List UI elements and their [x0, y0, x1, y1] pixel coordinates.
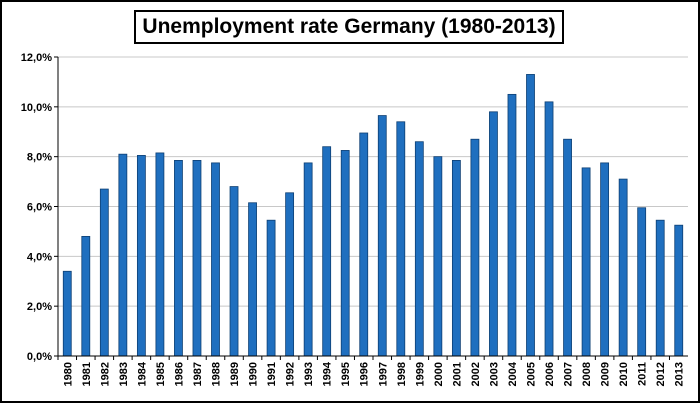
bar-1983: [118, 153, 128, 357]
x-tick-label: 2010: [618, 362, 630, 386]
axes: [54, 56, 688, 360]
x-tick-label: 1987: [192, 362, 204, 386]
x-tick-label: 1986: [173, 362, 185, 386]
x-tick-label: 1985: [155, 362, 167, 386]
bar-series: [62, 74, 684, 357]
y-tick-label: 4,0%: [27, 251, 52, 263]
x-tick-label: 2013: [674, 362, 686, 386]
bar-1990: [248, 202, 257, 357]
bar-1981: [81, 235, 91, 357]
bar-1991: [266, 219, 276, 357]
bar-2011: [637, 207, 647, 357]
x-tick-label: 2004: [507, 361, 519, 386]
x-tick-label: 1990: [248, 362, 260, 386]
bar-2010: [618, 178, 628, 357]
bar-2005: [526, 74, 535, 357]
bar-1999: [414, 141, 424, 357]
x-tick-label: 1981: [81, 362, 93, 386]
bar-2003: [489, 111, 498, 357]
chart-title: Unemployment rate Germany (1980-2013): [142, 15, 556, 38]
bar-2008: [581, 167, 591, 357]
bar-1996: [359, 132, 369, 357]
bar-2001: [451, 160, 461, 357]
y-axis-tick-labels: 0,0% 2,0% 4,0% 6,0% 8,0% 10,0% 12,0%: [21, 52, 52, 363]
bar-2009: [600, 162, 610, 357]
bar-1984: [136, 155, 146, 357]
x-tick-label: 2001: [451, 362, 463, 386]
x-tick-label: 1989: [229, 362, 241, 386]
bar-1980: [62, 270, 72, 357]
x-tick-label: 1994: [322, 361, 334, 386]
x-tick-label: 1995: [340, 362, 352, 386]
x-tick-label: 2008: [581, 362, 593, 386]
bar-1982: [99, 188, 109, 357]
bar-1986: [174, 160, 183, 357]
y-tick-label: 12,0%: [21, 52, 52, 64]
bar-1987: [192, 160, 202, 357]
x-tick-label: 1993: [303, 362, 315, 386]
bar-1989: [229, 186, 239, 357]
x-tick-label: 1997: [377, 362, 389, 386]
x-tick-label: 1980: [62, 362, 74, 386]
x-tick-label: 1991: [266, 362, 278, 386]
bar-1988: [211, 162, 220, 357]
x-tick-label: 2006: [544, 362, 556, 386]
x-tick-label: 2012: [655, 362, 667, 386]
y-tick-label: 0,0%: [27, 351, 52, 363]
bar-1985: [155, 152, 165, 357]
bar-2007: [563, 138, 572, 357]
y-tick-label: 10,0%: [21, 102, 52, 114]
x-tick-label: 1999: [414, 362, 426, 386]
x-tick-label: 2007: [563, 362, 575, 386]
bar-2012: [655, 219, 665, 357]
bar-2002: [470, 138, 480, 357]
bar-1995: [340, 150, 350, 357]
x-tick-label: 2005: [526, 362, 538, 386]
bar-1997: [377, 115, 387, 357]
x-tick-label: 2009: [600, 362, 612, 386]
x-tick-label: 1984: [136, 361, 148, 386]
bar-2004: [507, 93, 517, 357]
bar-1992: [285, 192, 295, 357]
y-tick-label: 8,0%: [27, 152, 52, 164]
x-axis-tick-labels: 1980 1981 1982 1983 1984 1985 1986 1987 1988 1989…: [62, 361, 685, 386]
x-tick-label: 1982: [99, 362, 111, 386]
x-tick-label: 2002: [470, 362, 482, 386]
bar-1994: [322, 146, 332, 357]
bar-2013: [674, 224, 684, 357]
x-tick-label: 1996: [359, 362, 371, 386]
bar-2006: [544, 101, 554, 357]
x-tick-label: 1998: [396, 362, 408, 386]
grid-lines: [58, 56, 688, 307]
bar-1993: [303, 162, 313, 357]
x-tick-label: 1988: [211, 362, 223, 386]
y-tick-label: 2,0%: [27, 301, 52, 313]
x-tick-label: 2011: [637, 362, 649, 386]
bar-1998: [396, 121, 406, 357]
x-tick-label: 1992: [285, 362, 297, 386]
bar-2000: [433, 156, 443, 357]
x-tick-label: 2003: [488, 362, 500, 386]
chart-title-box: Unemployment rate Germany (1980-2013): [134, 10, 564, 44]
x-tick-label: 2000: [433, 362, 445, 386]
x-tick-label: 1983: [118, 362, 130, 386]
y-tick-label: 6,0%: [27, 202, 52, 214]
